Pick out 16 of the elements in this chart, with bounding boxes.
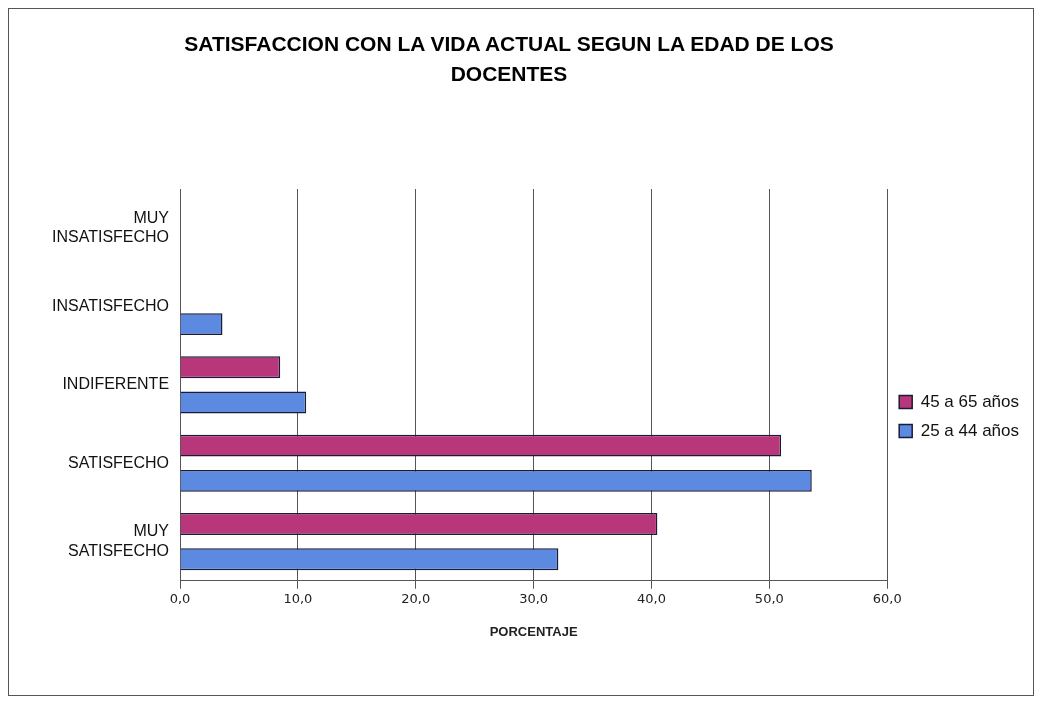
y-tick-label: MUY SATISFECHO bbox=[68, 522, 170, 559]
y-tick-label: INSATISFECHO bbox=[52, 296, 170, 314]
y-tick-label: SATISFECHO bbox=[68, 453, 170, 471]
x-tick-label: 50,0 bbox=[754, 590, 784, 606]
chart-title: SATISFACCION CON LA VIDA ACTUAL SEGUN LA EDAD DE LOS DOCENTES bbox=[183, 31, 835, 87]
x-tick-label: 0,0 bbox=[169, 590, 191, 606]
legend-label: 45 a 65 años bbox=[920, 391, 1020, 411]
x-tick-label: 20,0 bbox=[401, 590, 431, 606]
x-axis-title: PORCENTAJE bbox=[489, 623, 578, 639]
x-tick-label: 60,0 bbox=[872, 590, 902, 606]
x-tick-label: 30,0 bbox=[519, 590, 549, 606]
legend-label: 25 a 44 años bbox=[920, 420, 1020, 440]
y-tick-label: MUY INSATISFECHO bbox=[52, 208, 170, 246]
x-tick-label: 10,0 bbox=[283, 590, 313, 606]
y-tick-label: INDIFERENTE bbox=[62, 375, 170, 393]
x-tick-label: 40,0 bbox=[637, 590, 666, 606]
